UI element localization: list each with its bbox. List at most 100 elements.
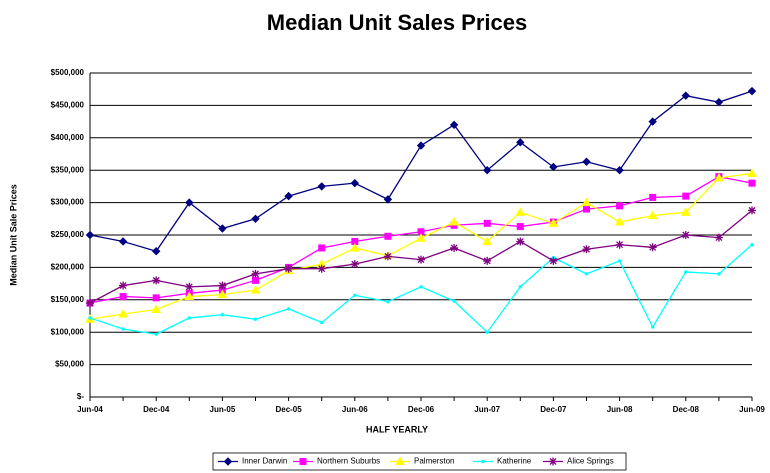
legend-marker — [223, 457, 233, 466]
data-point — [714, 233, 723, 242]
y-tick-label: $100,000 — [51, 327, 85, 336]
y-tick-label: $50,000 — [55, 360, 84, 369]
data-point — [649, 193, 657, 201]
legend-marker — [549, 457, 557, 466]
data-point — [516, 237, 525, 246]
x-tick-label: Dec-08 — [673, 405, 700, 414]
data-point — [154, 332, 158, 336]
data-point — [515, 207, 526, 216]
data-point — [714, 97, 724, 107]
data-point — [119, 281, 128, 290]
data-point — [253, 317, 258, 321]
legend-marker — [395, 456, 405, 465]
data-point — [317, 182, 326, 191]
legend-label: Inner Darwin — [242, 457, 287, 466]
data-point — [681, 91, 691, 100]
data-point — [584, 272, 589, 276]
data-point — [86, 299, 94, 308]
data-point — [582, 245, 591, 254]
data-point — [185, 282, 194, 291]
legend-label: Palmerston — [414, 457, 454, 466]
x-tick-label: Jun-08 — [607, 405, 633, 414]
data-point — [617, 259, 622, 263]
data-point — [121, 327, 125, 331]
data-point — [748, 206, 756, 215]
data-point — [483, 219, 491, 227]
data-point — [152, 294, 160, 302]
data-point — [88, 316, 92, 320]
x-tick-label: Dec-04 — [143, 405, 170, 414]
data-point — [616, 202, 624, 210]
data-point — [350, 178, 360, 188]
data-point — [419, 285, 423, 289]
data-point — [750, 243, 754, 247]
data-point — [682, 192, 690, 200]
data-point — [317, 264, 326, 273]
data-point — [615, 240, 624, 249]
data-point — [185, 198, 194, 207]
data-point — [386, 300, 390, 304]
legend-box — [212, 452, 627, 471]
data-point — [417, 255, 425, 264]
data-point — [151, 246, 161, 256]
y-tick-label: $500,000 — [51, 68, 85, 77]
data-point — [85, 230, 95, 240]
y-axis-label: Median Unit Sale Prices — [8, 184, 18, 286]
y-tick-label: $350,000 — [51, 165, 85, 174]
data-point — [251, 269, 260, 278]
data-point — [747, 86, 757, 96]
series-line — [89, 90, 753, 252]
chart-title: Median Unit Sales Prices — [267, 10, 527, 35]
data-point — [680, 207, 691, 216]
x-tick-label: Dec-05 — [275, 405, 302, 414]
data-point — [350, 260, 359, 269]
data-point — [218, 281, 227, 290]
data-point — [217, 289, 228, 299]
data-point — [220, 313, 225, 317]
data-point — [748, 179, 756, 187]
data-point — [416, 233, 426, 242]
legend-marker — [481, 459, 485, 464]
data-point — [184, 291, 195, 301]
data-point — [284, 191, 293, 201]
data-point — [583, 205, 590, 213]
data-point — [684, 270, 688, 274]
x-tick-label: Dec-06 — [408, 405, 435, 414]
y-tick-label: $250,000 — [51, 230, 85, 239]
data-point — [251, 214, 260, 224]
legend-label: Katherine — [497, 457, 532, 466]
y-tick-label: $- — [77, 392, 84, 401]
legend-marker — [299, 458, 307, 465]
data-point — [717, 272, 721, 276]
y-tick-label: $450,000 — [51, 101, 85, 110]
data-point — [151, 304, 162, 314]
data-point — [286, 307, 291, 311]
data-point — [548, 218, 559, 227]
y-tick-label: $200,000 — [51, 263, 85, 272]
data-point — [449, 217, 459, 226]
data-point — [747, 168, 757, 177]
x-tick-label: Jun-07 — [474, 405, 500, 414]
data-point — [648, 117, 657, 126]
legend-label: Northern Suburbs — [317, 457, 380, 466]
data-point — [482, 236, 493, 245]
y-tick-label: $400,000 — [51, 133, 85, 142]
data-point — [581, 197, 592, 207]
data-point — [383, 195, 393, 204]
data-point — [516, 223, 524, 231]
data-point — [119, 293, 127, 301]
data-point — [449, 120, 459, 130]
data-point — [250, 285, 261, 294]
data-point — [152, 276, 161, 285]
data-point — [516, 138, 525, 147]
data-point — [681, 231, 690, 239]
x-tick-label: Jun-06 — [342, 405, 368, 414]
data-point — [452, 299, 456, 303]
data-point — [349, 242, 360, 252]
x-tick-label: Dec-07 — [540, 405, 567, 414]
data-point — [118, 237, 128, 246]
data-point — [353, 293, 357, 297]
y-tick-label: $300,000 — [51, 198, 85, 207]
data-point — [714, 172, 724, 182]
